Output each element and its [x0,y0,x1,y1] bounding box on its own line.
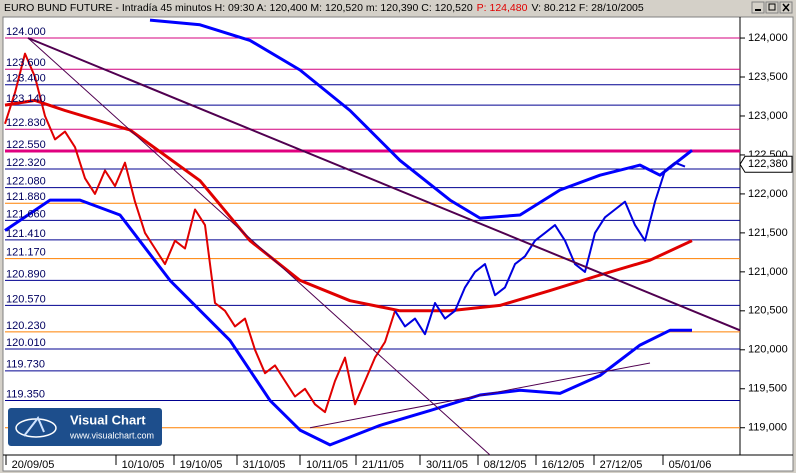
series-line [4,98,693,313]
level-label: 123.140 [6,93,46,105]
last-price-label: 122,380 [748,158,788,170]
y-tick-label: 119,500 [748,383,787,395]
x-tick-label: 08/12/05 [484,459,527,471]
title: EURO BUND FUTURE - Intradía 45 minutos H… [4,2,644,14]
y-tick-label: 122,000 [748,188,788,200]
x-tick-label: 30/11/05 [426,459,468,471]
level-label: 124.000 [6,26,46,38]
y-tick-label: 123,500 [748,71,788,83]
close-icon [782,3,790,12]
chart-area [2,16,794,472]
y-tick-label: 120,500 [748,305,788,317]
series-line [4,198,692,447]
level-label: 119.730 [6,359,45,371]
minimize-button[interactable] [751,1,765,14]
x-tick-label: 31/10/05 [243,459,286,471]
y-tick-label: 121,500 [748,227,788,239]
overlay: Visual Chart www.visualchart.com 124,000… [6,26,793,471]
level-label: 119.350 [6,388,45,400]
y-tick-label: 120,000 [748,344,788,356]
x-tick-label: 10/10/05 [122,459,165,471]
window-buttons [751,1,793,14]
level-label: 121.170 [6,247,46,259]
x-tick-label: 19/10/05 [180,459,223,471]
level-label: 121.410 [6,228,46,240]
level-label: 120.010 [6,337,46,349]
y-tick-label: 121,000 [748,266,788,278]
series-line [27,37,491,456]
series-line [149,18,693,220]
x-tick-label: 20/09/05 [12,459,55,471]
level-label: 123.600 [6,57,46,69]
level-label: 122.320 [6,157,46,169]
level-label: 121.880 [6,191,46,203]
title-highlight: P: 124,480 [477,2,528,14]
last-price-marker [739,155,793,173]
series-line [27,37,741,332]
x-tick-label: 27/12/05 [600,459,643,471]
x-tick-label: 10/11/05 [306,459,348,471]
level-label: 123.400 [6,73,46,85]
y-tick-label: 124,000 [748,32,788,44]
maximize-button[interactable] [765,1,779,14]
title-bar [0,0,796,16]
level-label: 122.080 [6,176,46,188]
maximize-icon [768,3,776,11]
logo-mark [23,416,45,437]
logo-url: www.visualchart.com [69,430,154,440]
plot [4,18,745,465]
x-tick-label: 21/11/05 [362,459,404,471]
level-label: 120.890 [6,268,46,280]
level-label: 122.830 [6,117,46,129]
y-tick-label: 119,000 [748,422,787,434]
series-line [309,362,651,429]
series-line [4,52,396,414]
level-label: 122.550 [6,139,46,151]
title-end: V: 80.212 F: 28/10/2005 [531,2,643,14]
title-text: EURO BUND FUTURE - Intradía 45 minutos H… [4,2,473,14]
x-tick-label: 16/12/05 [542,459,585,471]
level-label: 120.570 [6,293,46,305]
x-tick-label: 05/01/06 [669,459,712,471]
y-tick-label: 123,000 [748,110,788,122]
logo-title: Visual Chart [70,412,146,427]
level-label: 121.660 [6,208,46,220]
logo-box [8,408,162,446]
level-label: 120.230 [6,320,46,332]
series-line [394,161,686,336]
